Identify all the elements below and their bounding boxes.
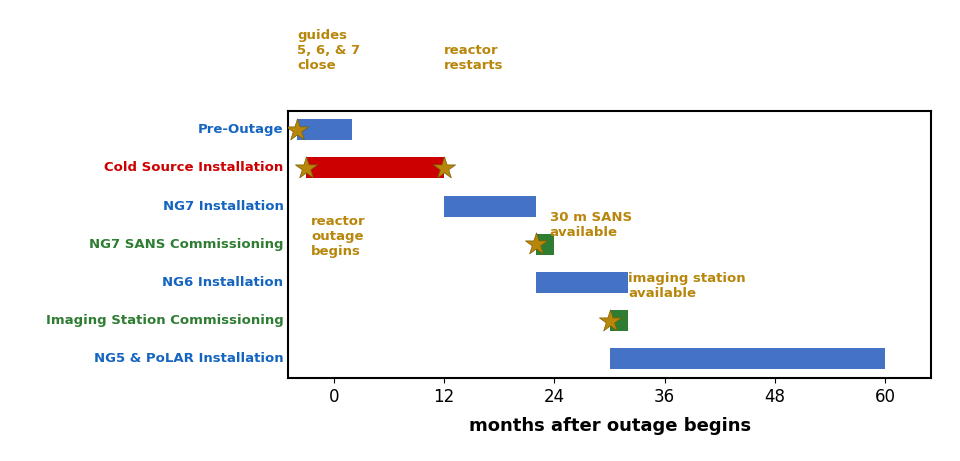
Point <box>437 164 452 171</box>
Text: 30 m SANS
available: 30 m SANS available <box>550 211 632 239</box>
Text: reactor
restarts: reactor restarts <box>444 44 504 72</box>
Point <box>602 317 617 325</box>
Text: NG5 & PoLAR Installation: NG5 & PoLAR Installation <box>94 352 283 366</box>
Bar <box>536 234 555 255</box>
Text: Imaging Station Commissioning: Imaging Station Commissioning <box>46 314 283 327</box>
Text: guides
5, 6, & 7
close: guides 5, 6, & 7 close <box>298 30 360 72</box>
Text: Cold Source Installation: Cold Source Installation <box>104 161 283 174</box>
Bar <box>298 119 352 140</box>
Bar <box>536 272 628 293</box>
Bar <box>610 349 885 369</box>
Bar <box>444 195 536 217</box>
X-axis label: months after outage begins: months after outage begins <box>468 417 751 435</box>
Text: NG7 Installation: NG7 Installation <box>162 200 283 213</box>
Text: Pre-Outage: Pre-Outage <box>198 123 283 136</box>
Point <box>290 126 305 133</box>
Text: reactor
outage
begins: reactor outage begins <box>311 215 366 258</box>
Text: NG6 Installation: NG6 Installation <box>162 276 283 289</box>
Point <box>299 164 314 171</box>
Bar <box>610 310 628 331</box>
Bar <box>306 158 444 178</box>
Text: imaging station
available: imaging station available <box>628 272 746 301</box>
Point <box>528 241 543 248</box>
Text: NG7 SANS Commissioning: NG7 SANS Commissioning <box>89 238 283 251</box>
